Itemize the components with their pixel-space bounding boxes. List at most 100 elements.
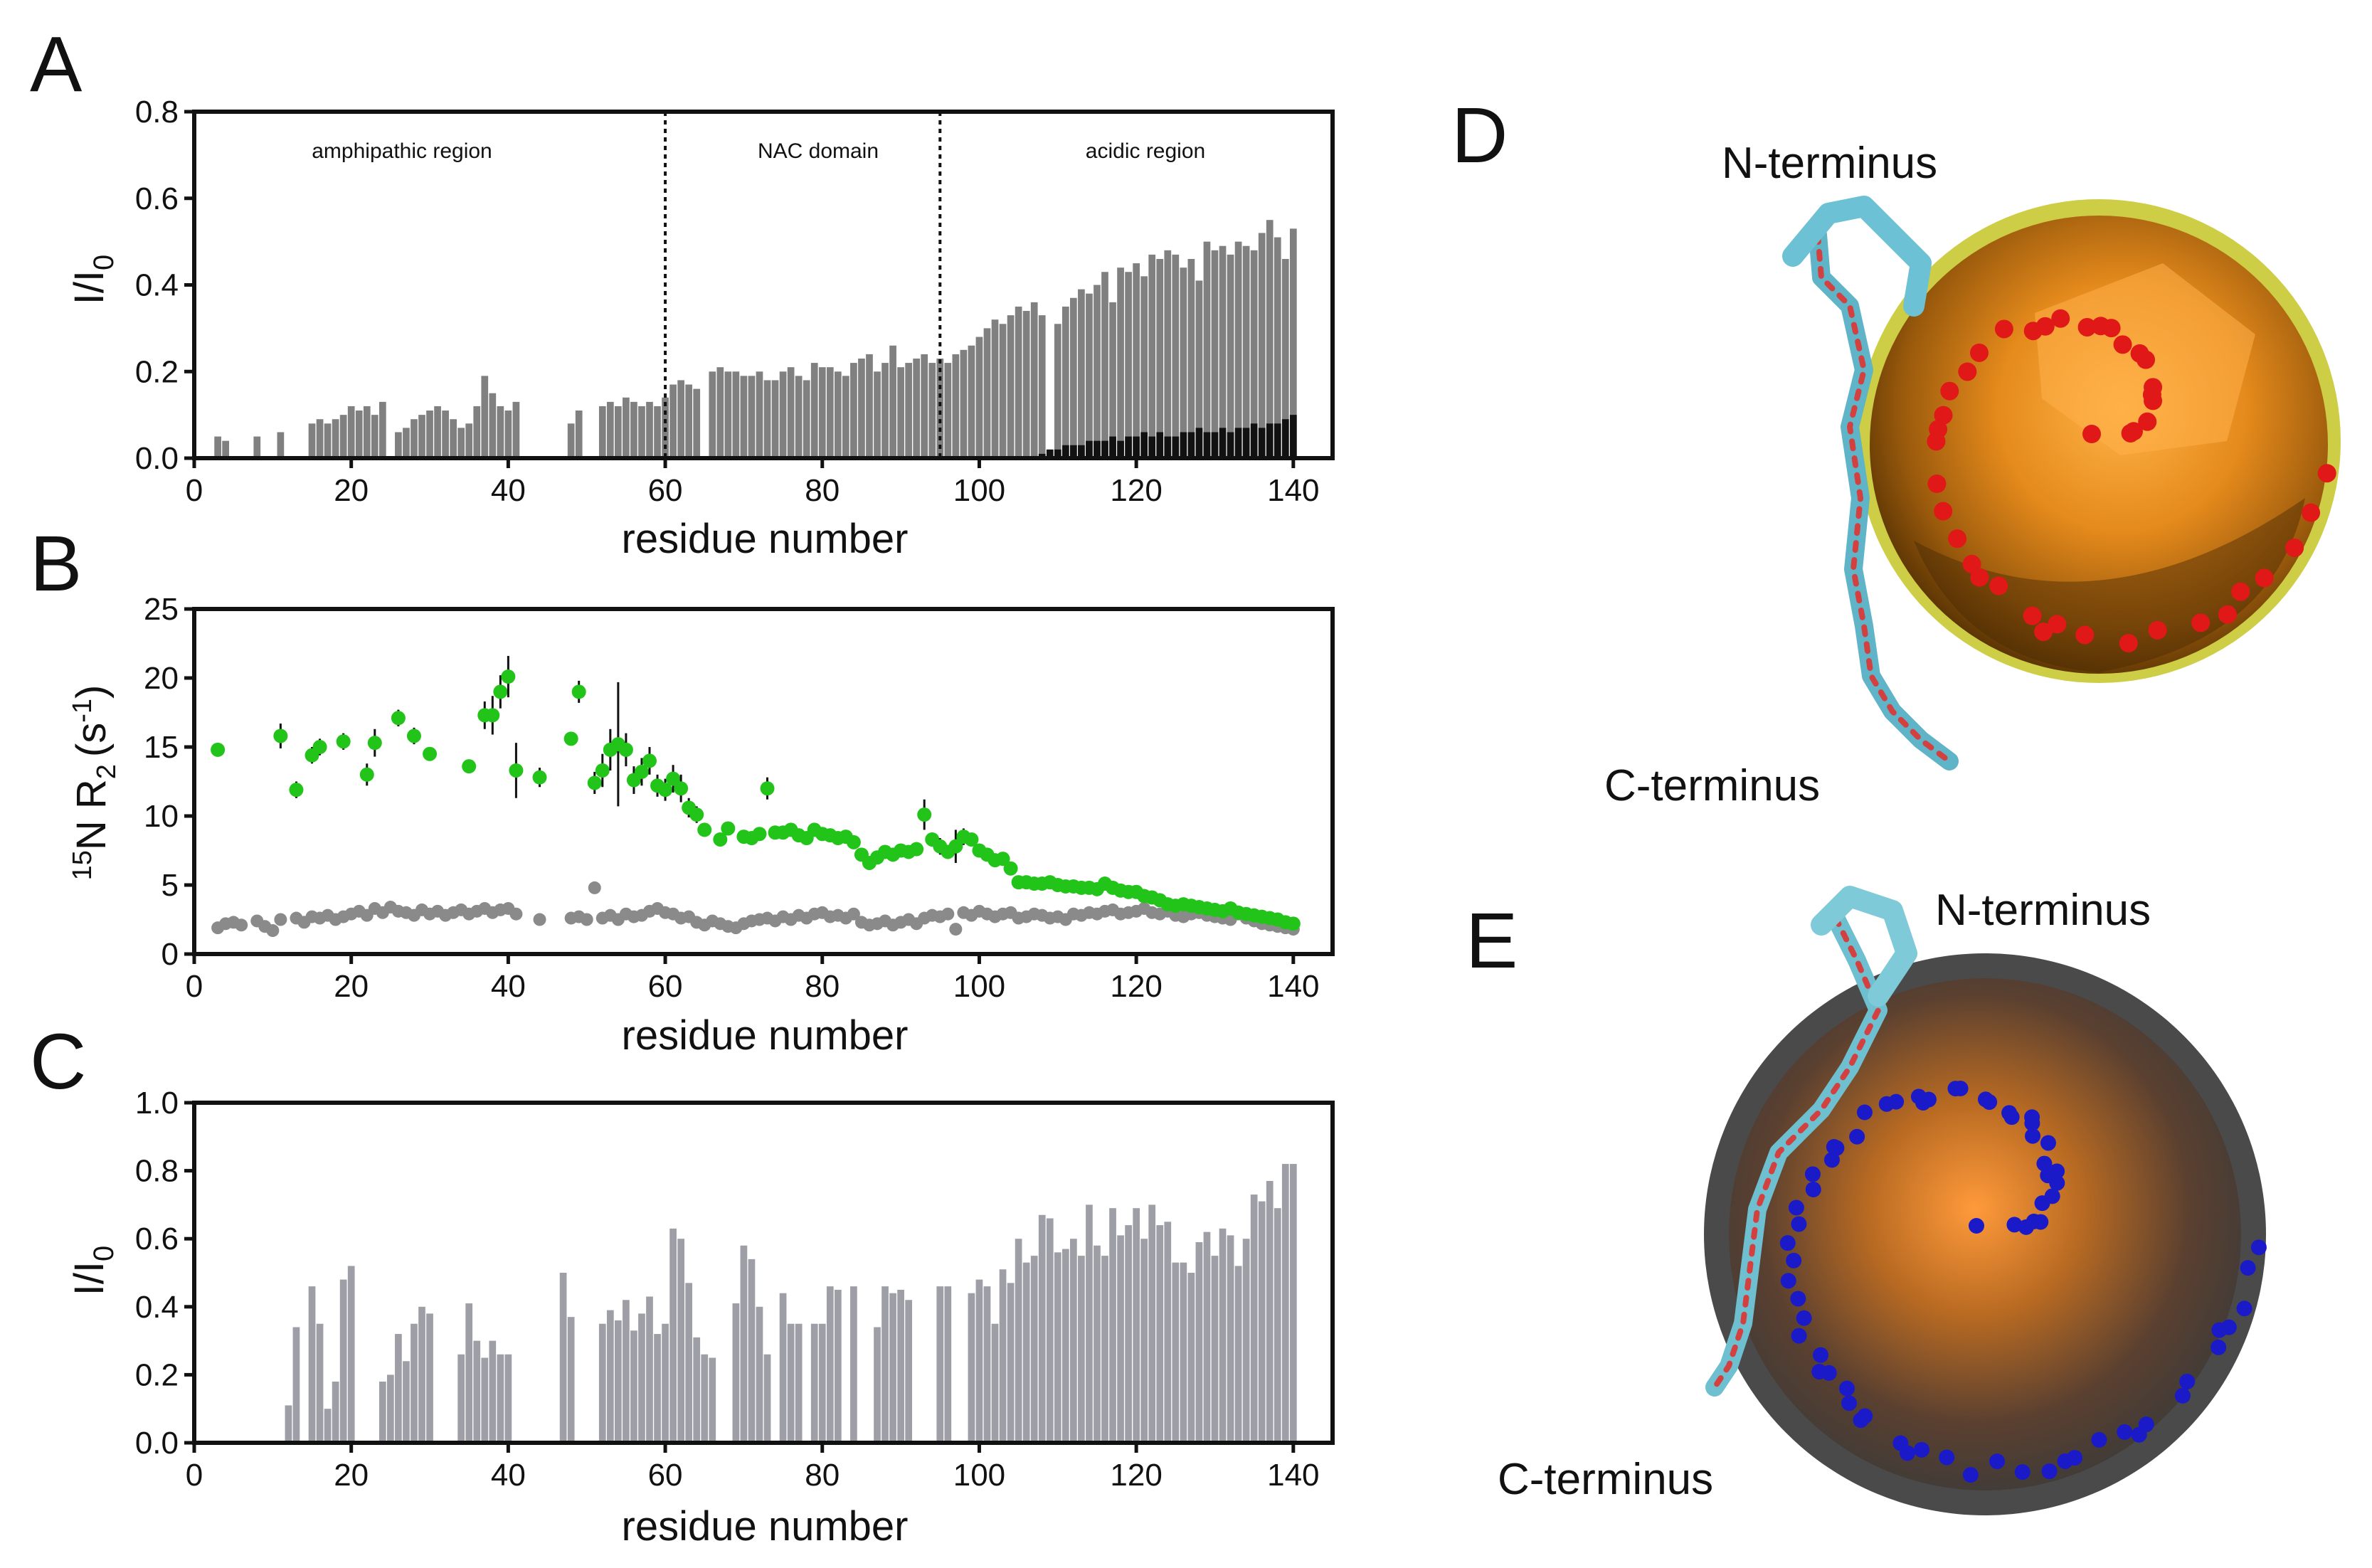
bar-gray bbox=[316, 419, 324, 458]
bar-gray bbox=[921, 354, 928, 458]
headgroup-dot bbox=[2025, 1128, 2041, 1144]
bar-gray bbox=[999, 324, 1007, 458]
bar-black bbox=[1195, 428, 1203, 458]
chart-a-dividers bbox=[664, 112, 942, 458]
bar-lightgray bbox=[387, 1374, 394, 1443]
bar-lightgray bbox=[1109, 1208, 1116, 1443]
protein-helix-e bbox=[1811, 886, 1917, 1007]
bar-gray bbox=[685, 384, 693, 458]
bar-lightgray bbox=[1015, 1239, 1022, 1443]
bar-lightgray bbox=[975, 1279, 983, 1443]
bar-black bbox=[1101, 440, 1108, 458]
x-tick-label: 40 bbox=[491, 473, 526, 508]
bar-gray bbox=[1274, 237, 1281, 458]
panel-letter-a: A bbox=[30, 21, 83, 108]
x-tick-label: 100 bbox=[953, 473, 1005, 508]
micelle-e-sphere bbox=[1729, 978, 2241, 1490]
headgroup-dot bbox=[2026, 1213, 2042, 1229]
bar-gray bbox=[465, 423, 473, 458]
point-green bbox=[211, 742, 226, 757]
bar-lightgray bbox=[1289, 1164, 1297, 1443]
bar-lightgray bbox=[1227, 1235, 1234, 1443]
bar-gray bbox=[991, 319, 999, 458]
bar-black bbox=[1046, 449, 1054, 458]
bar-lightgray bbox=[991, 1323, 999, 1443]
point-green bbox=[1286, 916, 1301, 931]
headgroup-dot bbox=[2041, 1463, 2058, 1480]
headgroup-dot bbox=[2091, 317, 2110, 336]
bar-lightgray bbox=[308, 1286, 316, 1443]
headgroup-dot bbox=[1940, 381, 1959, 401]
bar-gray bbox=[952, 354, 960, 458]
bar-black bbox=[1117, 440, 1124, 458]
bar-gray bbox=[253, 436, 261, 458]
headgroup-dot bbox=[2051, 309, 2070, 328]
chart-c-ylabel-main: I/I bbox=[66, 1261, 112, 1296]
headgroup-dot bbox=[1989, 1453, 2006, 1470]
bar-gray bbox=[1187, 258, 1195, 458]
bar-gray bbox=[693, 388, 701, 458]
bar-lightgray bbox=[1195, 1241, 1203, 1443]
bar-gray bbox=[1030, 302, 1038, 458]
point-green bbox=[964, 832, 979, 847]
headgroup-dot bbox=[1888, 1093, 1905, 1110]
chart-c-marks bbox=[285, 1164, 1297, 1443]
bar-black bbox=[1061, 445, 1069, 458]
bar-gray bbox=[803, 380, 810, 458]
bar-gray bbox=[1007, 315, 1015, 458]
point-green bbox=[1003, 861, 1018, 876]
point-green bbox=[666, 771, 681, 786]
bar-lightgray bbox=[646, 1296, 653, 1443]
bar-gray bbox=[1227, 254, 1234, 458]
bar-lightgray bbox=[936, 1286, 944, 1443]
bar-black bbox=[1094, 440, 1101, 458]
point-gray bbox=[847, 907, 860, 921]
headgroup-dot bbox=[2006, 1217, 2023, 1233]
chart-b: 0 20 40 60 80 100 120 140 0 5 10 15 20 25 residue num… bbox=[68, 592, 1335, 1059]
bar-gray bbox=[332, 419, 339, 458]
bar-lightgray bbox=[1117, 1235, 1124, 1443]
bar-gray bbox=[1258, 233, 1266, 458]
chart-b-ylabel: 15N R2 (s-1) bbox=[68, 685, 122, 881]
bar-black bbox=[1086, 440, 1093, 458]
headgroup-dot bbox=[1994, 319, 2013, 339]
bar-gray bbox=[1242, 245, 1250, 458]
bar-black bbox=[1164, 436, 1172, 458]
point-green bbox=[423, 746, 438, 761]
bar-black bbox=[1289, 415, 1297, 458]
headgroup-dot bbox=[2040, 1135, 2056, 1151]
bar-lightgray bbox=[897, 1289, 904, 1443]
bar-gray bbox=[1180, 267, 1187, 458]
bar-gray bbox=[339, 415, 347, 458]
point-green bbox=[406, 729, 421, 743]
point-green bbox=[391, 711, 406, 726]
bar-gray bbox=[1109, 302, 1116, 458]
bar-gray bbox=[709, 371, 716, 458]
x-tick-label: 0 bbox=[186, 1458, 203, 1493]
panel-letter-e: E bbox=[1466, 897, 1518, 985]
bar-lightgray bbox=[1156, 1225, 1164, 1443]
chart-c-ylabel-sub: 0 bbox=[88, 1246, 120, 1261]
point-green bbox=[713, 832, 728, 847]
bar-lightgray bbox=[292, 1327, 300, 1443]
bar-lightgray bbox=[818, 1323, 826, 1443]
bar-lightgray bbox=[944, 1286, 952, 1443]
bar-lightgray bbox=[497, 1354, 504, 1443]
bar-lightgray bbox=[779, 1293, 787, 1443]
point-green bbox=[509, 763, 524, 778]
headgroup-dot bbox=[1958, 362, 1977, 381]
bar-gray bbox=[1234, 241, 1242, 458]
bar-gray bbox=[748, 376, 756, 458]
chart-c-ticks: 0 20 40 60 80 100 120 140 0.0 0.2 0.4 0.6 0.8 1.0 bbox=[135, 1086, 1320, 1493]
chart-b-ticks: 0 20 40 60 80 100 120 140 0 5 10 15 20 25 bbox=[144, 592, 1319, 1004]
bar-lightgray bbox=[889, 1293, 896, 1443]
bar-lightgray bbox=[983, 1286, 991, 1443]
bar-lightgray bbox=[654, 1334, 661, 1443]
chart-b-ylabel-main: N R bbox=[68, 779, 115, 850]
point-green bbox=[563, 731, 578, 746]
headgroup-dot bbox=[1856, 1104, 1873, 1121]
bar-black bbox=[1203, 432, 1211, 458]
bar-black bbox=[1070, 445, 1077, 458]
headgroup-dot bbox=[1805, 1181, 1821, 1197]
